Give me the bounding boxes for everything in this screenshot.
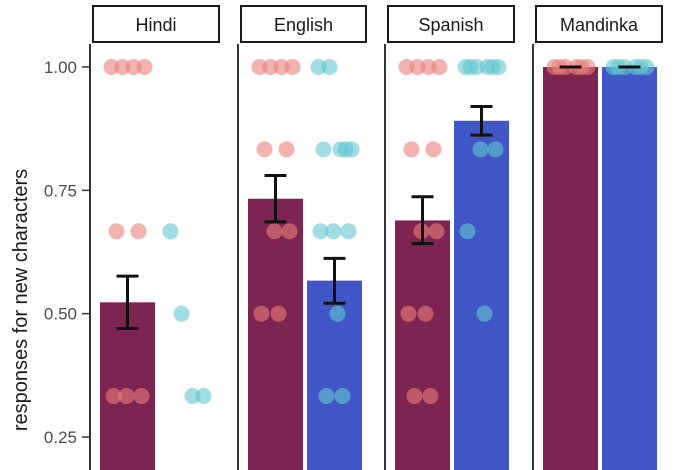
- error-bar: [323, 256, 346, 305]
- bar: [543, 67, 598, 470]
- data-point: [409, 59, 426, 75]
- facet-strip-label: Spanish: [418, 15, 483, 35]
- error-bar: [411, 195, 434, 246]
- data-point: [195, 388, 212, 405]
- data-point: [114, 59, 131, 75]
- facet-spanish: Spanish: [384, 5, 515, 470]
- y-tick-label: 1.00: [44, 58, 77, 77]
- data-point: [428, 223, 445, 240]
- data-point: [266, 223, 283, 240]
- data-point: [118, 388, 135, 405]
- data-point: [321, 59, 338, 75]
- facet-strip-label: Hindi: [135, 15, 176, 35]
- bar: [395, 220, 450, 470]
- data-point: [270, 305, 287, 322]
- facet-english: English: [237, 5, 367, 470]
- data-point: [459, 223, 476, 240]
- bar: [248, 198, 303, 470]
- data-point: [476, 305, 493, 322]
- facet-mandinka: Mandinka: [532, 5, 663, 470]
- data-point: [325, 223, 342, 240]
- data-point: [315, 141, 332, 158]
- data-point: [105, 388, 122, 405]
- facet-strip: [535, 5, 663, 43]
- data-point: [484, 59, 501, 75]
- data-point: [184, 388, 201, 405]
- data-point: [253, 305, 270, 322]
- data-point: [337, 141, 354, 158]
- data-point: [312, 223, 329, 240]
- data-point: [162, 223, 179, 240]
- data-point: [403, 141, 420, 158]
- y-tick-label: 0.75: [44, 181, 77, 200]
- data-point: [273, 59, 290, 75]
- facet-strip: [387, 5, 515, 43]
- y-tick-label: 0.25: [44, 428, 77, 447]
- y-axis-title: responses for new characters: [10, 169, 32, 431]
- data-point: [103, 59, 120, 75]
- data-point: [256, 141, 273, 158]
- data-point: [133, 388, 150, 405]
- data-point: [278, 141, 295, 158]
- data-point: [262, 59, 279, 75]
- error-bar: [116, 274, 139, 330]
- data-point: [462, 59, 479, 75]
- data-point: [136, 59, 153, 75]
- data-point: [284, 59, 301, 75]
- bar: [602, 67, 657, 470]
- data-point: [329, 305, 346, 322]
- data-point: [334, 388, 351, 405]
- data-point: [425, 141, 442, 158]
- data-point: [472, 141, 489, 158]
- data-point: [422, 388, 439, 405]
- data-point: [310, 59, 327, 75]
- bar: [100, 302, 155, 470]
- data-point: [173, 305, 190, 322]
- data-point: [340, 223, 357, 240]
- data-point: [130, 223, 147, 240]
- facet-strip-label: English: [274, 15, 333, 35]
- facet-panels: Hindi English Spanish Mandinka: [89, 5, 663, 470]
- error-bar: [264, 174, 287, 224]
- facet-strip: [240, 5, 367, 43]
- data-point: [125, 59, 142, 75]
- data-point: [431, 59, 448, 75]
- data-point: [417, 305, 434, 322]
- data-point: [398, 59, 415, 75]
- data-point: [251, 59, 268, 75]
- data-point: [406, 388, 423, 405]
- bar: [454, 120, 509, 470]
- data-point: [108, 223, 125, 240]
- data-point: [400, 305, 417, 322]
- data-point: [281, 223, 298, 240]
- facet-strip-label: Mandinka: [560, 15, 639, 35]
- data-point: [487, 141, 504, 158]
- y-axis: 1.00 0.75 0.50 0.25: [44, 58, 89, 447]
- error-bar: [470, 104, 493, 137]
- facet-hindi: Hindi: [89, 5, 220, 470]
- facet-strip: [92, 5, 220, 43]
- data-point: [318, 388, 335, 405]
- y-tick-label: 0.50: [44, 305, 77, 324]
- data-point: [420, 59, 437, 75]
